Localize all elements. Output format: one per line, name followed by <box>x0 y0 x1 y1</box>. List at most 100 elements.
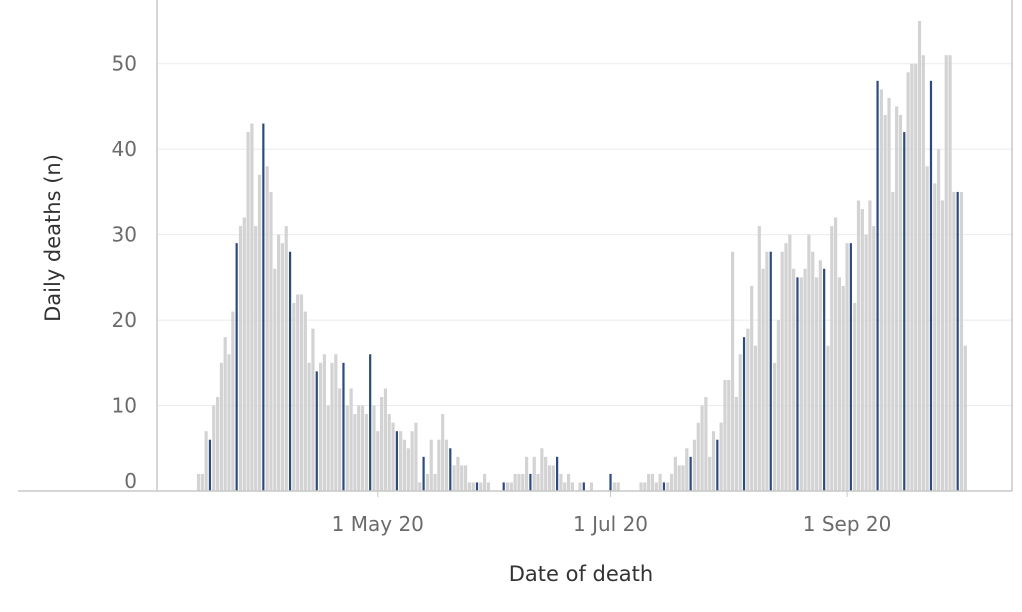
x-tick-label: 1 May 20 <box>332 512 424 536</box>
bar <box>441 414 445 491</box>
bar <box>227 354 231 491</box>
bar <box>349 388 353 491</box>
bar <box>238 226 243 491</box>
y-axis-title: Daily deaths (n) <box>41 154 65 322</box>
bar <box>841 285 845 491</box>
bar <box>940 200 945 491</box>
bar <box>643 482 647 491</box>
bar <box>299 294 304 491</box>
bar-highlight <box>929 80 933 491</box>
bar-highlight <box>956 191 959 491</box>
bar <box>219 362 223 491</box>
bar-series <box>196 21 967 492</box>
bar <box>479 482 483 491</box>
bar <box>521 473 525 491</box>
bar <box>784 243 788 491</box>
bar-highlight <box>369 354 372 491</box>
bar-highlight <box>849 243 852 491</box>
bar <box>895 106 899 491</box>
bar <box>376 431 380 491</box>
bar <box>933 183 937 492</box>
bar-highlight <box>262 123 265 492</box>
bar <box>540 448 544 491</box>
bar <box>788 234 792 491</box>
bar <box>879 89 883 492</box>
bar <box>402 439 407 491</box>
bar <box>963 345 967 491</box>
bar <box>277 234 281 491</box>
bar-highlight <box>449 448 452 491</box>
bar <box>204 431 208 491</box>
bar <box>944 55 948 492</box>
bar <box>650 473 655 491</box>
bar <box>410 431 414 491</box>
bar <box>307 362 311 491</box>
bar <box>872 226 876 491</box>
bar <box>719 422 723 491</box>
bar <box>681 465 685 491</box>
bar-highlight <box>716 439 719 491</box>
bar <box>318 362 323 491</box>
bar-highlight <box>769 251 772 491</box>
bar <box>868 200 872 491</box>
bar-highlight <box>315 371 318 491</box>
bar <box>952 191 956 491</box>
bar <box>345 405 349 491</box>
bar <box>708 456 712 491</box>
bar <box>860 209 864 491</box>
bar <box>807 234 811 491</box>
y-tick-label: 30 <box>112 223 137 247</box>
bar <box>452 465 456 491</box>
bar <box>200 473 204 491</box>
bar <box>254 226 258 491</box>
bar <box>639 482 643 491</box>
bar <box>387 414 391 491</box>
bar <box>734 397 739 491</box>
bar <box>391 422 395 491</box>
bar <box>414 422 418 491</box>
bar <box>658 473 662 491</box>
x-tick-label: 1 Sep 20 <box>803 512 892 536</box>
bar-highlight <box>876 80 879 491</box>
bar <box>792 268 796 491</box>
bar <box>326 405 330 491</box>
bar <box>818 260 822 491</box>
bar <box>780 251 784 491</box>
bar-highlight <box>556 456 559 491</box>
bar <box>433 473 437 491</box>
bar-highlight <box>502 482 505 491</box>
bar <box>589 482 594 491</box>
bar <box>826 345 830 491</box>
bar <box>322 354 326 491</box>
bar <box>280 243 285 491</box>
bar <box>723 379 727 491</box>
bar <box>536 473 540 491</box>
bar-highlight <box>662 482 666 491</box>
bar <box>517 473 521 491</box>
bar <box>246 132 250 491</box>
bar <box>834 217 838 492</box>
bar <box>830 226 834 491</box>
bar <box>513 473 517 491</box>
bar <box>284 226 288 491</box>
bar <box>372 405 376 491</box>
bar <box>814 277 819 491</box>
bar <box>731 251 735 491</box>
y-tick-label: 40 <box>112 137 137 161</box>
bar <box>570 482 574 491</box>
bar <box>761 268 765 491</box>
bar <box>215 397 220 491</box>
bar <box>296 294 300 491</box>
bar <box>898 115 903 491</box>
y-tick-label: 50 <box>112 52 137 76</box>
x-tick-labels: 1 May 201 Jul 201 Sep 201 Nov 201 Jan 21 <box>332 491 892 536</box>
bar <box>753 345 758 491</box>
bar <box>483 473 487 491</box>
bar-highlight <box>582 482 585 491</box>
bar <box>666 482 670 491</box>
bar <box>399 431 403 491</box>
bar-highlight <box>422 456 425 491</box>
bar <box>772 362 777 491</box>
bar <box>353 414 357 491</box>
